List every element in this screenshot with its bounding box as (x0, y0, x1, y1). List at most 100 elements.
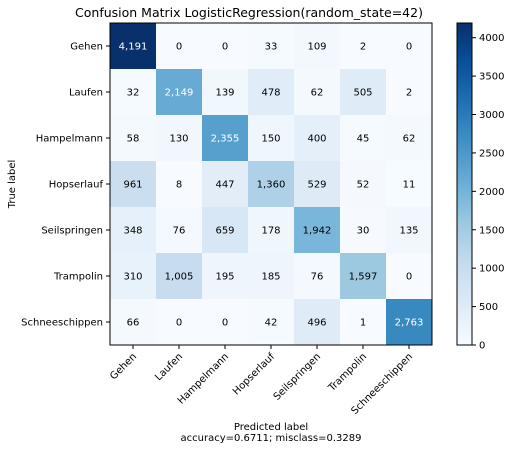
heatmap-cell (340, 207, 387, 254)
cell-value-label: 30 (357, 226, 370, 237)
cell-value-label: 478 (261, 88, 280, 99)
y-tick-label: Schneeschippen (21, 318, 103, 329)
cell-value-label: 185 (261, 272, 280, 283)
cell-value-label: 33 (265, 42, 278, 53)
cell-value-label: 8 (176, 180, 182, 191)
heatmap-cell (110, 161, 157, 208)
y-tick-label: Hopserlauf (49, 180, 104, 191)
cell-value-label: 400 (307, 134, 326, 145)
heatmap-cell (156, 161, 203, 208)
heatmap-cell (386, 23, 433, 70)
heatmap-cell (340, 161, 387, 208)
cell-value-label: 45 (357, 134, 370, 145)
heatmap-cell (110, 23, 157, 70)
heatmap-cell (386, 115, 433, 162)
colorbar-tick-label: 500 (479, 302, 498, 313)
heatmap-cell (156, 69, 203, 116)
cell-value-label: 130 (169, 134, 188, 145)
cell-value-label: 310 (123, 272, 142, 283)
heatmap-cell (202, 115, 249, 162)
y-tick-label: Hampelmann (36, 134, 103, 145)
cell-value-label: 42 (265, 318, 278, 329)
cell-value-label: 52 (357, 180, 370, 191)
heatmap-cell (248, 69, 295, 116)
cell-value-label: 62 (403, 134, 416, 145)
heatmap-cell (156, 299, 203, 346)
colorbar-tick-label: 4000 (479, 33, 504, 44)
cell-value-label: 11 (403, 180, 416, 191)
x-axis-label-note: accuracy=0.6711; misclass=0.3289 (181, 433, 362, 444)
cell-value-label: 76 (173, 226, 186, 237)
heatmap-cell (294, 161, 341, 208)
x-tick-label: Hopserlauf (231, 351, 277, 397)
cell-value-label: 2,355 (211, 134, 240, 145)
cell-value-label: 447 (215, 180, 234, 191)
heatmap-cell (202, 299, 249, 346)
cell-value-label: 1,597 (349, 272, 378, 283)
y-tick-label: Gehen (70, 42, 103, 53)
heatmap-cell (202, 207, 249, 254)
cell-value-label: 150 (261, 134, 280, 145)
cell-value-label: 529 (307, 180, 326, 191)
cell-value-label: 496 (307, 318, 326, 329)
x-axis-label: Predicted label (234, 422, 308, 433)
heatmap-cell (248, 161, 295, 208)
cell-value-label: 2 (360, 42, 366, 53)
colorbar-tick-label: 3000 (479, 110, 504, 121)
cell-value-label: 0 (406, 272, 412, 283)
heatmap-cell (202, 161, 249, 208)
heatmap-cell (248, 207, 295, 254)
heatmap-cell (110, 253, 157, 300)
heatmap-cell (156, 207, 203, 254)
heatmap-cell (202, 69, 249, 116)
cell-value-label: 1,360 (257, 180, 286, 191)
heatmap-cell (294, 253, 341, 300)
colorbar-tick-label: 1500 (479, 225, 504, 236)
heatmap-cell (156, 115, 203, 162)
heatmap-cell (110, 115, 157, 162)
heatmap-cell (386, 161, 433, 208)
cell-value-label: 1,942 (303, 226, 332, 237)
cell-value-label: 58 (127, 134, 140, 145)
heatmap-cell (202, 253, 249, 300)
heatmap-cell-labels: 4,191 0 0 33 109 2 032 2,149 139 478 62 505 258 130 2,… (119, 42, 424, 329)
colorbar-tick-label: 2000 (479, 187, 504, 198)
heatmap-cell (248, 23, 295, 70)
heatmap-cell (386, 299, 433, 346)
colorbar (456, 22, 473, 346)
cell-value-label: 178 (261, 226, 280, 237)
heatmap-cell (340, 299, 387, 346)
cell-value-label: 0 (176, 42, 182, 53)
cell-value-label: 62 (311, 88, 324, 99)
y-tick-label: Seilspringen (41, 226, 103, 237)
cell-value-label: 195 (215, 272, 234, 283)
heatmap-cell (340, 69, 387, 116)
heatmap-cell (110, 299, 157, 346)
cell-value-label: 32 (127, 88, 140, 99)
cell-value-label: 139 (215, 88, 234, 99)
cell-value-label: 0 (176, 318, 182, 329)
colorbar-tick-label: 2500 (479, 148, 504, 159)
cell-value-label: 66 (127, 318, 140, 329)
chart-title: Confusion Matrix LogisticRegression(rand… (75, 5, 423, 20)
heatmap-cell (340, 115, 387, 162)
heatmap-cell (386, 69, 433, 116)
heatmap-cell (294, 115, 341, 162)
heatmap-cell (340, 23, 387, 70)
heatmap-cell (294, 69, 341, 116)
cell-value-label: 2 (406, 88, 412, 99)
heatmap-cell (156, 253, 203, 300)
colorbar-tick-label: 1000 (479, 264, 504, 275)
heatmap-cells (110, 23, 433, 346)
colorbar-tick-label: 3500 (479, 72, 504, 83)
cell-value-label: 659 (215, 226, 234, 237)
heatmap-cell (202, 23, 249, 70)
x-tick-label: Seilspringen (272, 351, 323, 402)
cell-value-label: 2,763 (395, 318, 424, 329)
cell-value-label: 76 (311, 272, 324, 283)
cell-value-label: 4,191 (119, 42, 148, 53)
cell-value-label: 505 (353, 88, 372, 99)
heatmap-cell (110, 69, 157, 116)
